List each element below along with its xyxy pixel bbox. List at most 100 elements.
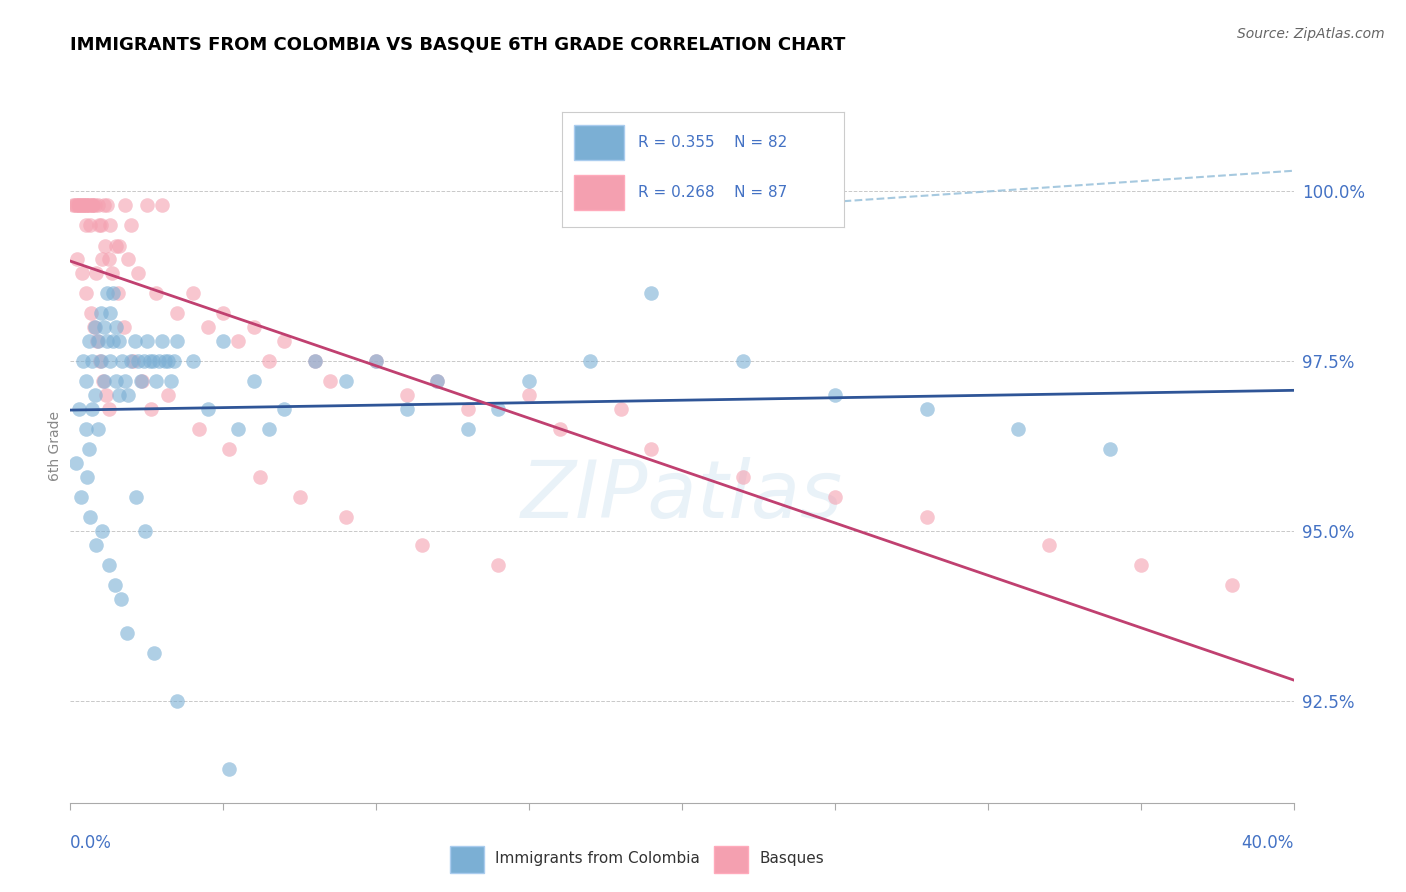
Point (319, 375, 342, 389)
Point (517, 375, 540, 389)
Point (915, 510, 938, 524)
Point (135, 198, 157, 212)
Point (91, 252, 114, 266)
Point (249, 469, 271, 483)
Point (243, 320, 266, 334)
Point (114, 375, 136, 389)
Point (83, 320, 105, 334)
Point (150, 198, 173, 212)
Point (67, 198, 90, 212)
Point (181, 354, 204, 368)
Point (157, 388, 180, 402)
Text: Basques: Basques (759, 851, 824, 866)
Point (84, 266, 107, 280)
Bar (574, 175, 624, 211)
Point (89, 218, 111, 232)
Point (105, 238, 128, 252)
Point (366, 354, 388, 368)
Point (80, 354, 103, 368)
Point (160, 375, 183, 389)
Point (63, 198, 86, 212)
Point (127, 266, 149, 280)
Point (98, 401, 121, 416)
Point (77, 198, 100, 212)
Point (134, 524, 156, 538)
Point (197, 320, 219, 334)
Point (93, 320, 115, 334)
Point (96, 198, 118, 212)
Point (143, 646, 166, 660)
Point (82, 198, 104, 212)
Point (395, 388, 418, 402)
Point (288, 490, 311, 504)
Point (488, 558, 510, 572)
Point (218, 762, 240, 776)
Point (915, 401, 938, 416)
Text: Immigrants from Colombia: Immigrants from Colombia (495, 851, 700, 866)
Point (426, 375, 449, 389)
Point (72, 198, 94, 212)
Point (91, 375, 114, 389)
Text: 0.0%: 0.0% (70, 834, 112, 852)
Point (304, 354, 326, 368)
Point (166, 306, 188, 320)
Point (121, 354, 143, 368)
Point (70, 198, 93, 212)
Point (104, 578, 127, 592)
Point (141, 401, 163, 416)
Point (124, 334, 146, 348)
Point (122, 354, 145, 368)
Point (105, 320, 128, 334)
Point (98, 218, 121, 232)
Point (75, 218, 97, 232)
Text: R = 0.355    N = 82: R = 0.355 N = 82 (638, 136, 787, 151)
Point (75, 422, 97, 436)
Point (75, 375, 97, 389)
Point (110, 591, 132, 606)
Point (97, 558, 120, 572)
Point (70, 266, 93, 280)
Point (824, 388, 846, 402)
Point (131, 375, 153, 389)
Point (166, 694, 188, 708)
Point (96, 286, 118, 301)
Point (488, 401, 510, 416)
Point (111, 354, 134, 368)
Point (87, 422, 110, 436)
Point (579, 354, 602, 368)
Point (90, 354, 112, 368)
Point (101, 286, 124, 301)
Point (72, 354, 94, 368)
Text: R = 0.268    N = 87: R = 0.268 N = 87 (638, 186, 787, 200)
Point (228, 422, 250, 436)
Point (731, 354, 754, 368)
Point (114, 198, 136, 212)
Point (212, 306, 235, 320)
Point (82, 198, 104, 212)
Point (96, 334, 118, 348)
Point (129, 375, 152, 389)
Point (148, 354, 170, 368)
Point (79, 510, 101, 524)
Point (517, 388, 540, 402)
Point (90, 306, 112, 320)
Point (335, 375, 357, 389)
Point (107, 286, 129, 301)
Point (150, 334, 173, 348)
Point (94, 238, 117, 252)
Point (228, 334, 250, 348)
Point (166, 334, 188, 348)
Point (98, 306, 121, 320)
Point (65, 198, 87, 212)
Point (65, 456, 87, 470)
Bar (714, 847, 748, 873)
Point (1220, 578, 1243, 592)
Point (108, 334, 131, 348)
Point (731, 469, 754, 483)
Point (89, 354, 111, 368)
Point (108, 238, 131, 252)
Point (69, 401, 91, 416)
Text: ZIPatlas: ZIPatlas (520, 457, 844, 535)
Point (76, 198, 98, 212)
Point (457, 401, 479, 416)
